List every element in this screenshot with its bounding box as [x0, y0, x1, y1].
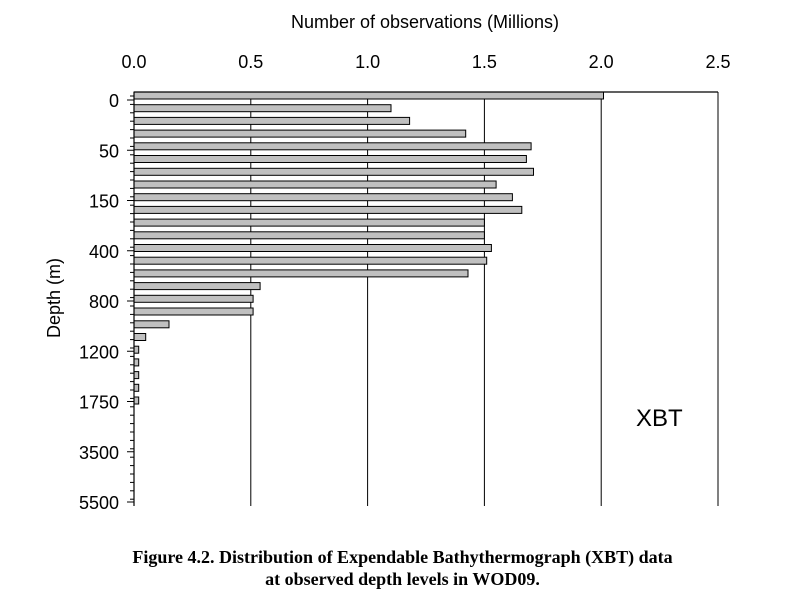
bar — [133, 180, 497, 189]
x-tick-label: 2.0 — [589, 52, 614, 72]
y-tick-label: 5500 — [79, 493, 119, 513]
bar — [133, 307, 254, 316]
bar — [133, 256, 488, 265]
y-tick-label: 400 — [89, 242, 119, 262]
bar — [133, 193, 513, 202]
bar — [133, 383, 140, 392]
x-tick-label: 0.0 — [121, 52, 146, 72]
y-tick-label: 1200 — [79, 342, 119, 362]
y-tick-label: 800 — [89, 292, 119, 312]
y-tick-label: 3500 — [79, 443, 119, 463]
y-tick-label: 150 — [89, 192, 119, 212]
y-axis-title: Depth (m) — [44, 258, 64, 338]
bars — [133, 91, 604, 405]
bar — [133, 371, 140, 380]
caption-line-1: Figure 4.2. Distribution of Expendable B… — [132, 547, 673, 567]
bar — [133, 91, 604, 100]
figure-caption: Figure 4.2. Distribution of Expendable B… — [0, 546, 805, 590]
bar — [133, 294, 254, 303]
x-axis-title: Number of observations (Millions) — [291, 12, 559, 32]
y-tick-label: 0 — [109, 91, 119, 111]
bar — [133, 358, 140, 367]
y-tick-labels: 0 50 150 400 800 1200 1750 3500 5500 — [79, 91, 119, 513]
grid-lines — [250, 92, 719, 506]
x-tick-labels: 0.0 0.5 1.0 1.5 2.0 2.5 — [121, 52, 730, 72]
bar — [133, 269, 469, 278]
y-tick-label: 1750 — [79, 393, 119, 413]
x-tick-label: 0.5 — [238, 52, 263, 72]
bar — [133, 282, 261, 291]
bar — [133, 142, 532, 151]
bar — [133, 205, 523, 214]
bar — [133, 244, 492, 252]
bar — [133, 345, 140, 354]
bar — [133, 104, 392, 113]
bar — [133, 218, 485, 227]
x-tick-label: 2.5 — [705, 52, 730, 72]
bar — [133, 116, 411, 125]
bar — [133, 129, 467, 138]
xbt-annotation: XBT — [636, 405, 683, 432]
bar — [133, 333, 147, 341]
caption-line-2: at observed depth levels in WOD09. — [265, 569, 540, 589]
bar — [133, 320, 170, 329]
bar — [133, 167, 534, 176]
x-tick-label: 1.5 — [472, 52, 497, 72]
bar — [133, 396, 140, 405]
bar — [133, 231, 485, 240]
y-tick-label: 50 — [99, 141, 119, 161]
bar — [133, 155, 527, 163]
axes — [127, 91, 718, 506]
x-tick-label: 1.0 — [355, 52, 380, 72]
bar-chart: Number of observations (Millions) Depth … — [44, 12, 731, 513]
